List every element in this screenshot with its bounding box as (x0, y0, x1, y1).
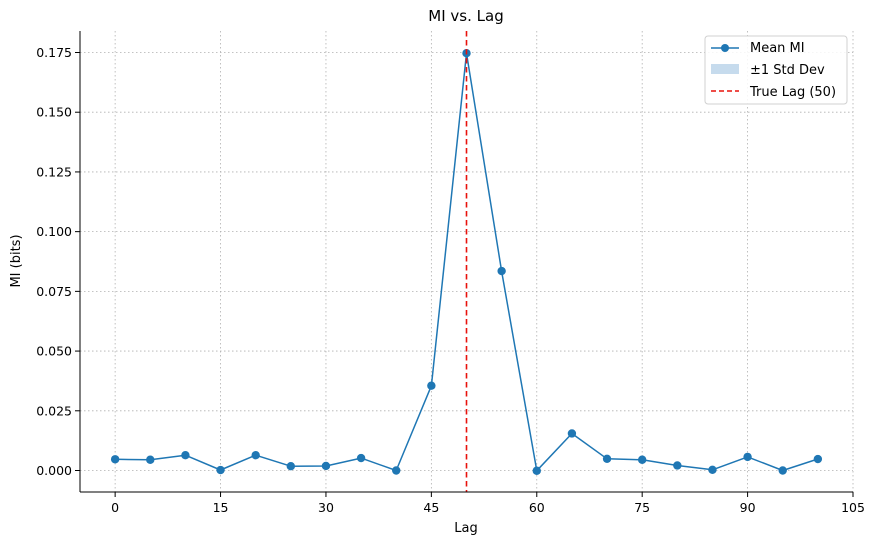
mean-mi-point (532, 466, 541, 475)
mean-mi-point (321, 461, 331, 471)
legend-mean-mi-label: Mean MI (750, 41, 805, 56)
y-tick-label: 0.050 (36, 344, 72, 359)
y-axis-label: MI (bits) (9, 234, 24, 287)
y-tick-label: 0.000 (36, 463, 72, 478)
legend-std-dev-swatch (711, 64, 739, 74)
mean-mi-point (567, 429, 577, 438)
mean-mi-point (392, 466, 401, 475)
x-axis-label: Lag (454, 521, 477, 536)
mean-mi-point (637, 455, 647, 464)
legend-mean-mi-marker (721, 44, 729, 52)
mean-mi-point (110, 455, 120, 464)
mean-mi-point (778, 466, 787, 475)
x-tick-label: 45 (423, 500, 439, 515)
y-tick-label: 0.150 (36, 105, 72, 120)
y-tick-label: 0.100 (36, 224, 72, 239)
x-tick-label: 30 (318, 500, 334, 515)
mean-mi-point (356, 453, 366, 463)
y-tick-label: 0.025 (36, 403, 72, 418)
legend: Mean MI ±1 Std Dev True Lag (50) (704, 35, 848, 105)
y-tick-label: 0.175 (36, 45, 72, 60)
x-tick-label: 0 (111, 500, 119, 515)
mean-mi-point (427, 381, 436, 390)
x-axis-ticks: 0 15 30 45 60 75 90 105 (111, 492, 865, 515)
mean-mi-point (602, 454, 612, 463)
mean-mi-point (497, 266, 506, 276)
mean-mi-point (181, 451, 190, 460)
grid-lines (80, 31, 854, 492)
mean-mi-point (251, 451, 260, 460)
legend-true-lag-label: True Lag (50) (749, 85, 836, 100)
x-tick-label: 105 (841, 500, 865, 515)
x-tick-label: 60 (529, 500, 545, 515)
mean-mi-point (673, 461, 682, 470)
legend-std-dev-label: ±1 Std Dev (750, 63, 825, 78)
x-tick-label: 90 (740, 500, 756, 515)
mean-mi-point (743, 452, 752, 462)
mean-mi-point (708, 465, 717, 474)
mean-mi-point (216, 465, 225, 475)
mean-mi-point (286, 462, 296, 471)
y-axis-ticks: 0.000 0.025 0.050 0.075 0.100 0.125 0.150 0.175 (36, 45, 80, 478)
chart-title: MI vs. Lag (428, 7, 503, 25)
legend-frame (704, 35, 848, 105)
y-tick-label: 0.075 (36, 284, 72, 299)
mean-mi-point (146, 455, 155, 464)
x-tick-label: 15 (213, 500, 229, 515)
y-tick-label: 0.125 (36, 164, 72, 179)
mean-mi-point (813, 454, 823, 464)
x-tick-label: 75 (634, 500, 650, 515)
